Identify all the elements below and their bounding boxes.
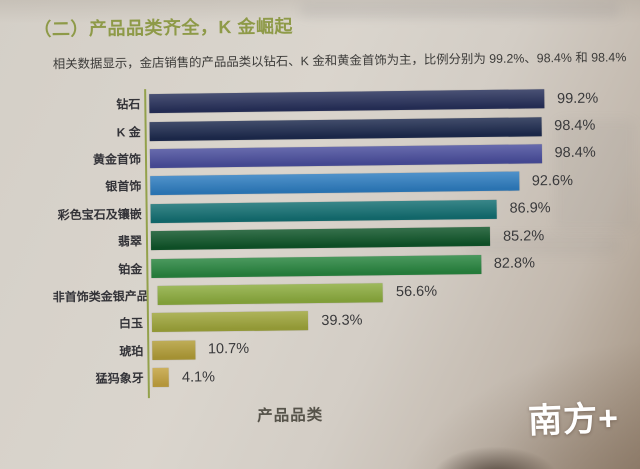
category-label: 白玉 [118, 316, 144, 331]
value-label: 98.4% [554, 145, 596, 162]
value-label: 56.6% [395, 283, 438, 301]
category-label: 翡翠 [117, 234, 143, 249]
value-label: 99.2% [556, 90, 599, 107]
photo-smudge [470, 235, 620, 255]
category-label: K 金 [116, 124, 141, 140]
slide-title: （二）产品品类齐全，K 金崛起 [33, 16, 294, 40]
bar [151, 254, 481, 278]
category-label: 彩色宝石及镶嵌 [57, 206, 142, 222]
value-label: 85.2% [502, 227, 545, 245]
bar-track: 4.1% [152, 358, 629, 391]
bar [151, 311, 309, 333]
photo-smudge [555, 120, 635, 230]
photo-smudge [300, 2, 620, 18]
bar [150, 227, 491, 251]
bar [152, 340, 196, 360]
category-label: 琥珀 [119, 343, 144, 359]
value-label: 82.8% [493, 255, 536, 272]
bar [149, 116, 542, 141]
x-axis-title: 产品品类 [257, 406, 324, 425]
value-label: 39.3% [321, 312, 363, 329]
nanfang-plus-watermark: 南方+ [527, 399, 620, 441]
bar [157, 283, 384, 305]
category-label: 非首饰类金银产品 [52, 289, 149, 305]
category-label: 猛犸象牙 [95, 371, 144, 386]
bar [149, 144, 542, 169]
value-label: 4.1% [181, 368, 216, 386]
slide-subtitle: 相关数据显示，金店销售的产品品类以钻石、K 金和黄金首饰为主，比例分别为 99.… [52, 50, 627, 72]
bar-row: 猛犸象牙 4.1% [54, 358, 629, 392]
value-label: 98.4% [554, 117, 596, 135]
product-category-bar-chart: 钻石 99.2% K 金 98.4% 黄金首饰 98.4% 银首饰 92.6% … [50, 84, 629, 392]
category-label: 钻石 [116, 97, 141, 112]
category-label: 银首饰 [105, 179, 142, 194]
bar [150, 171, 519, 196]
bar-rows: 钻石 99.2% K 金 98.4% 黄金首饰 98.4% 银首饰 92.6% … [50, 84, 629, 392]
bar [150, 199, 497, 223]
value-label: 10.7% [207, 341, 250, 358]
category-label: 铂金 [118, 261, 143, 276]
category-label: 黄金首饰 [92, 152, 142, 167]
value-label: 86.9% [509, 200, 551, 217]
value-label: 92.6% [531, 172, 574, 190]
bar [152, 367, 170, 388]
bar [149, 89, 545, 114]
